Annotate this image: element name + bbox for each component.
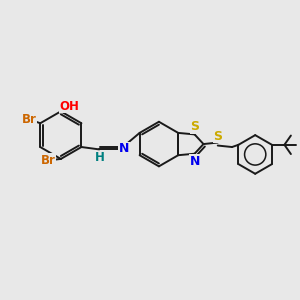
Text: S: S: [190, 121, 200, 134]
Text: N: N: [119, 142, 129, 155]
Text: S: S: [214, 130, 223, 142]
Text: H: H: [95, 151, 105, 164]
Text: N: N: [190, 154, 200, 168]
Text: Br: Br: [41, 154, 56, 167]
Text: OH: OH: [60, 100, 80, 112]
Text: Br: Br: [22, 113, 36, 126]
